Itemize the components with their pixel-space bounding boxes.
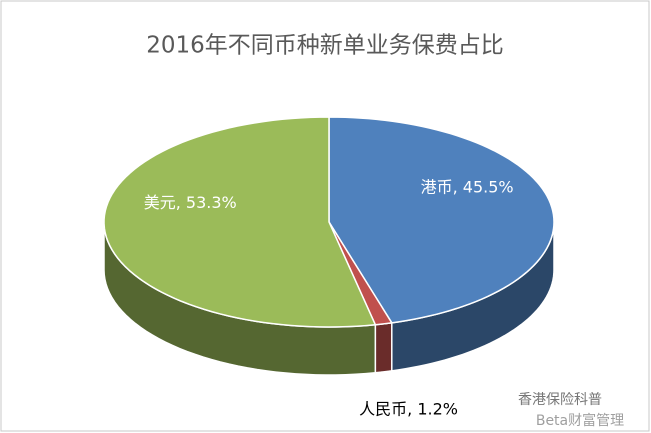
slice	[328, 116, 555, 324]
watermark: Beta财富管理	[536, 412, 624, 429]
watermark: 香港保险科普	[518, 392, 602, 408]
chart-title: 2016年不同币种新单业务保费占比	[146, 33, 504, 59]
slice	[103, 116, 377, 328]
data-label: 港币, 45.5%	[421, 177, 514, 196]
pie: 港币, 45.5% 人民币, 1.2% 美元, 53.3%	[103, 116, 555, 418]
slice-side	[374, 321, 393, 374]
data-label: 人民币, 1.2%	[359, 399, 458, 418]
slice	[328, 221, 394, 326]
data-label: 美元, 53.3%	[144, 193, 237, 212]
